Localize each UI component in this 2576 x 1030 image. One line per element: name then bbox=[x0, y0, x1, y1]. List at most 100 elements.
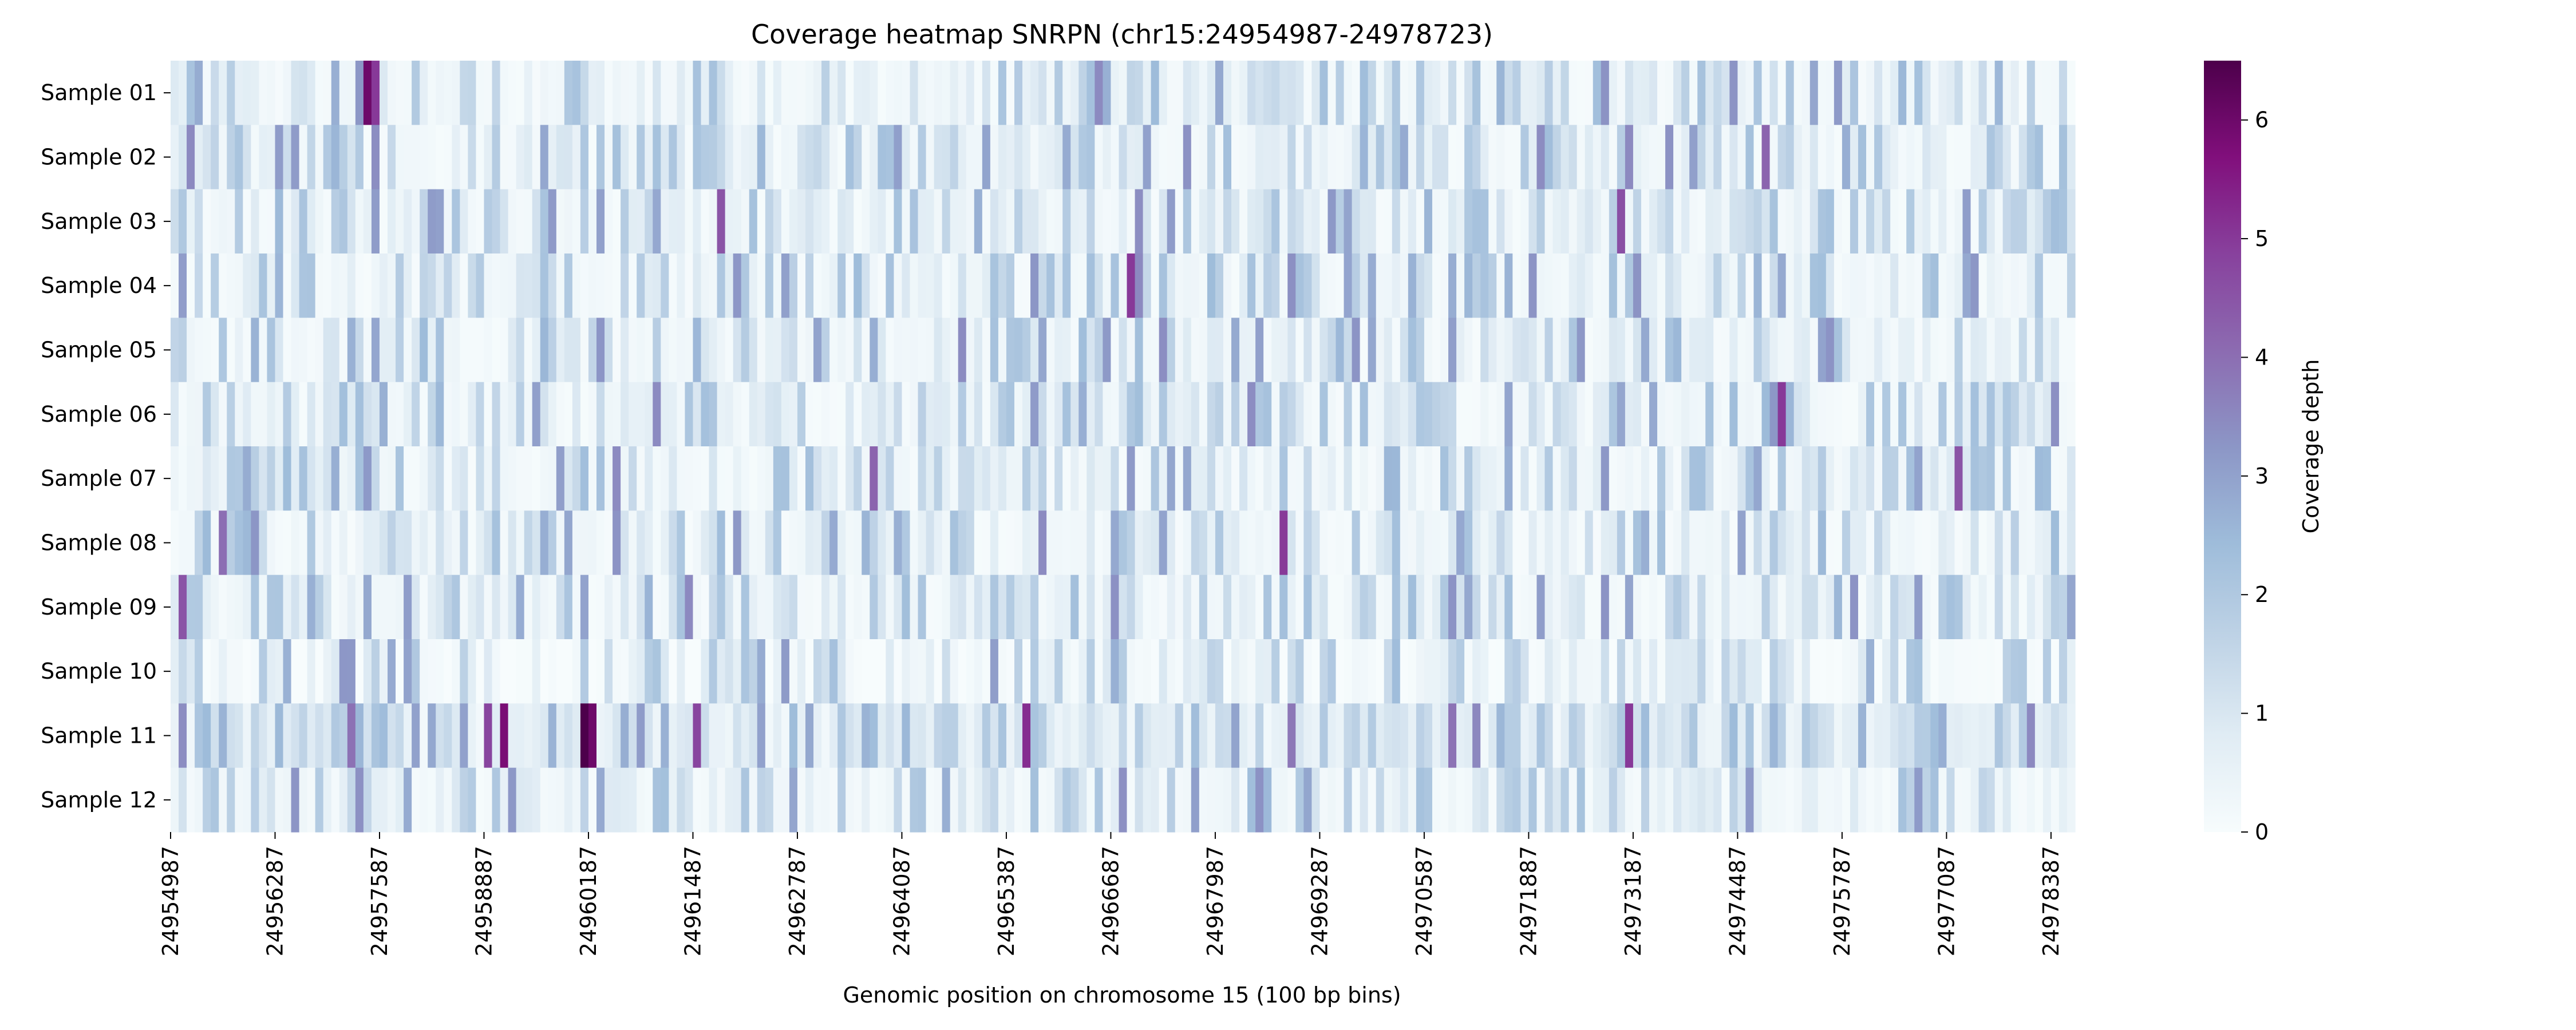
heatmap-cell bbox=[331, 703, 340, 768]
heatmap-cell bbox=[1408, 125, 1417, 190]
heatmap-cell bbox=[291, 639, 300, 704]
heatmap-cell bbox=[1818, 446, 1827, 511]
heatmap-cell bbox=[179, 125, 187, 190]
heatmap-cell bbox=[709, 639, 718, 704]
y-tick-label: Sample 09 bbox=[41, 595, 157, 620]
heatmap-cell bbox=[637, 253, 645, 318]
heatmap-cell bbox=[596, 318, 605, 383]
heatmap-cell bbox=[1713, 125, 1722, 190]
heatmap-cell bbox=[1809, 189, 1819, 254]
heatmap-cell bbox=[187, 767, 195, 833]
heatmap-cell bbox=[741, 446, 750, 511]
heatmap-cell bbox=[1111, 510, 1120, 576]
heatmap-cell bbox=[1046, 318, 1055, 383]
heatmap-cell bbox=[1400, 125, 1409, 190]
heatmap-cell bbox=[1078, 318, 1087, 383]
heatmap-cell bbox=[1593, 189, 1602, 254]
heatmap-cell bbox=[693, 767, 702, 833]
heatmap-cell bbox=[741, 189, 750, 254]
heatmap-cell bbox=[1962, 767, 1971, 833]
heatmap-cell bbox=[942, 189, 951, 254]
heatmap-cell bbox=[1882, 382, 1891, 447]
heatmap-cell bbox=[1336, 189, 1345, 254]
heatmap-cell bbox=[886, 575, 895, 640]
heatmap-cell bbox=[1319, 767, 1329, 833]
heatmap-cell bbox=[1705, 382, 1714, 447]
heatmap-cell bbox=[1255, 639, 1264, 704]
heatmap-cell bbox=[1360, 61, 1369, 125]
heatmap-cell bbox=[187, 639, 195, 704]
heatmap-cell bbox=[1231, 253, 1240, 318]
heatmap-cell bbox=[1520, 189, 1530, 254]
heatmap-cell bbox=[990, 253, 999, 318]
heatmap-cell bbox=[934, 382, 943, 447]
heatmap-cell bbox=[1344, 189, 1353, 254]
heatmap-cell bbox=[1030, 446, 1039, 511]
heatmap-cell bbox=[1135, 575, 1144, 640]
heatmap-cell bbox=[1906, 639, 1915, 704]
heatmap-cell bbox=[1673, 382, 1682, 447]
heatmap-cell bbox=[1601, 382, 1610, 447]
heatmap-cell bbox=[283, 446, 292, 511]
heatmap-cell bbox=[605, 703, 613, 768]
heatmap-cell bbox=[1103, 639, 1112, 704]
heatmap-cell bbox=[1440, 703, 1449, 768]
heatmap-cell bbox=[171, 639, 179, 704]
heatmap-cell bbox=[1416, 575, 1425, 640]
heatmap-cell bbox=[235, 446, 243, 511]
heatmap-cell bbox=[235, 318, 243, 383]
heatmap-cell bbox=[420, 189, 428, 254]
heatmap-cell bbox=[765, 767, 774, 833]
heatmap-cell bbox=[1946, 125, 1955, 190]
heatmap-cell bbox=[1962, 189, 1971, 254]
heatmap-cell bbox=[564, 703, 573, 768]
heatmap-cell bbox=[1352, 703, 1361, 768]
heatmap-cell bbox=[1512, 382, 1521, 447]
heatmap-cell bbox=[1866, 510, 1875, 576]
heatmap-cell bbox=[540, 639, 549, 704]
heatmap-cell bbox=[645, 125, 653, 190]
heatmap-cell bbox=[1890, 318, 1899, 383]
heatmap-cell bbox=[1850, 61, 1859, 125]
heatmap-cell bbox=[1617, 189, 1626, 254]
heatmap-cell bbox=[1014, 189, 1023, 254]
heatmap-cell bbox=[420, 575, 428, 640]
heatmap-cell bbox=[1769, 125, 1779, 190]
heatmap-cell bbox=[677, 125, 686, 190]
heatmap-cell bbox=[428, 318, 436, 383]
heatmap-cell bbox=[371, 189, 380, 254]
heatmap-cell bbox=[508, 575, 517, 640]
heatmap-cell bbox=[484, 125, 493, 190]
heatmap-cell bbox=[1038, 446, 1047, 511]
heatmap-cell bbox=[1593, 703, 1602, 768]
heatmap-cell bbox=[388, 510, 396, 576]
heatmap-cell bbox=[1737, 318, 1747, 383]
heatmap-cell bbox=[1199, 639, 1208, 704]
heatmap-cell bbox=[436, 703, 444, 768]
heatmap-cell bbox=[412, 125, 420, 190]
heatmap-cell bbox=[1480, 382, 1489, 447]
heatmap-cell bbox=[572, 382, 581, 447]
heatmap-cell bbox=[1601, 125, 1610, 190]
heatmap-cell bbox=[1826, 703, 1835, 768]
heatmap-cell bbox=[1424, 639, 1433, 704]
heatmap-cell bbox=[1697, 767, 1706, 833]
heatmap-cell bbox=[1360, 253, 1369, 318]
heatmap-cell bbox=[1360, 189, 1369, 254]
heatmap-cell bbox=[540, 253, 549, 318]
heatmap-cell bbox=[797, 575, 806, 640]
heatmap-cell bbox=[629, 639, 637, 704]
heatmap-cell bbox=[797, 446, 806, 511]
heatmap-cell bbox=[1392, 125, 1401, 190]
heatmap-cell bbox=[1360, 510, 1369, 576]
heatmap-cell bbox=[388, 382, 396, 447]
heatmap-cell bbox=[725, 575, 734, 640]
heatmap-cell bbox=[1954, 253, 1963, 318]
heatmap-cell bbox=[548, 382, 557, 447]
heatmap-cell bbox=[1480, 189, 1489, 254]
heatmap-cell bbox=[1705, 61, 1714, 125]
heatmap-cell bbox=[1625, 61, 1634, 125]
heatmap-cell bbox=[837, 189, 846, 254]
heatmap-cell bbox=[1809, 253, 1819, 318]
heatmap-cell bbox=[500, 318, 509, 383]
